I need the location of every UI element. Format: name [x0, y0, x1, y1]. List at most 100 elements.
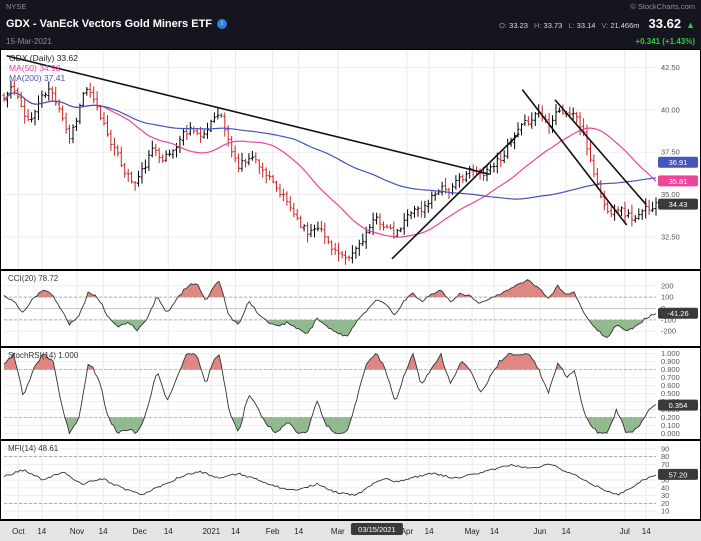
axis-value-box	[658, 175, 698, 187]
x-axis-label: Dec	[132, 527, 146, 536]
y-tick-label: 42.50	[661, 63, 680, 72]
quote-block: O: 33.23 H: 33.73 L: 33.14 V: 21.466m 33.62…	[493, 16, 695, 31]
x-axis-label: 14	[164, 527, 173, 536]
y-tick-label: 100	[661, 293, 674, 302]
axis-value-box	[658, 468, 698, 480]
ma200-line	[3, 92, 657, 200]
stochrsi-overbought-fill	[33, 354, 55, 370]
legend-item: MA(200) 37.41	[9, 73, 65, 83]
stochrsi-overbought-fill	[180, 353, 202, 370]
cci-oversold-fill	[588, 319, 644, 338]
stochrsi-oversold-fill	[586, 417, 614, 434]
y-tick-label: 35.00	[661, 190, 680, 199]
x-axis-label: 2021	[202, 527, 220, 536]
trendline[interactable]	[6, 54, 490, 176]
info-icon[interactable]: i	[217, 18, 228, 29]
x-axis-label: 14	[231, 527, 240, 536]
x-axis-label: 14	[562, 527, 571, 536]
stochrsi-label: StochRSI(14) 1.000	[8, 351, 79, 360]
x-axis-label: Jul	[620, 527, 630, 536]
y-tick-label: 0.600	[661, 381, 680, 390]
stochrsi-line	[3, 352, 657, 435]
trendline[interactable]	[391, 133, 520, 260]
x-axis-label: Apr	[401, 527, 414, 536]
ohlcv-value-open: 33.23	[507, 21, 528, 30]
crosshair-date-label: 03/15/2021	[358, 525, 396, 534]
y-tick-label: 0.000	[661, 429, 680, 438]
y-tick-label: 70	[661, 460, 669, 469]
x-axis-label: May	[465, 527, 480, 536]
ohlcv-value-low: 33.14	[574, 21, 596, 30]
chart-date: 15-Mar-2021	[6, 37, 52, 46]
y-tick-label: 37.50	[661, 148, 680, 157]
crosshair-date-box	[350, 523, 403, 535]
x-axis-label: 14	[490, 527, 499, 536]
x-axis-label: 14	[425, 527, 434, 536]
panel-divider	[0, 346, 701, 348]
last-price: 33.62	[648, 16, 682, 31]
up-arrow-icon: ▲	[686, 20, 695, 30]
x-axis-label: Jun	[533, 527, 546, 536]
stochrsi-oversold-fill	[323, 417, 352, 434]
x-axis-label: 14	[294, 527, 303, 536]
stochrsi-oversold-fill	[64, 417, 79, 434]
y-tick-label: 50	[661, 476, 669, 485]
cci-overbought-fill	[178, 283, 204, 298]
x-axis-label: 14	[99, 527, 108, 536]
axis-value-text: 57.20	[669, 470, 688, 479]
symbol-title: GDX - VanEck Vectors Gold Miners ETF	[6, 17, 213, 30]
ohlcv-label-volume: V:	[601, 21, 609, 30]
axis-value-text: 36.91	[669, 158, 688, 167]
top-bar: NYSE © StockCharts.com	[0, 0, 701, 12]
cci-line	[3, 279, 657, 339]
legend-item: MA(50) 34.92	[9, 63, 61, 73]
mfi-line	[3, 463, 657, 497]
x-axis-label: 14	[37, 527, 46, 536]
y-tick-label: 80	[661, 452, 669, 461]
y-tick-label: 30	[661, 491, 669, 500]
x-axis-label: 14	[642, 527, 651, 536]
y-tick-label: 1.000	[661, 349, 680, 358]
y-tick-label: 20	[661, 499, 669, 508]
exchange-label: NYSE	[6, 2, 27, 11]
y-tick-label: -100	[661, 315, 676, 324]
axis-value-text: 34.43	[669, 200, 688, 209]
y-tick-label: 0.200	[661, 413, 680, 422]
ohlcv-values: O: 33.23 H: 33.73 L: 33.14 V: 21.466m	[493, 21, 639, 30]
x-axis-label: Feb	[266, 527, 280, 536]
sub-bar: 15-Mar-2021 +0.341 (+1.43%)	[0, 35, 701, 48]
chart-header: NYSE © StockCharts.com GDX - VanEck Vect…	[0, 0, 701, 49]
ohlcv-label-open: O:	[499, 21, 508, 30]
mfi-label: MFI(14) 48.61	[8, 444, 59, 453]
axis-value-text: 35.81	[669, 177, 688, 186]
stochrsi-oversold-fill	[620, 417, 645, 433]
cci-overbought-fill	[426, 290, 447, 298]
ohlc-bars-down	[2, 80, 651, 265]
price-change: +0.341 (+1.43%)	[635, 37, 695, 46]
x-axis-label: Oct	[12, 527, 25, 536]
cci-oversold-fill	[266, 319, 316, 334]
y-tick-label: 40	[661, 483, 669, 492]
y-tick-label: 40.00	[661, 105, 680, 114]
y-tick-label: 0.900	[661, 357, 680, 366]
cci-overbought-fill	[407, 292, 417, 298]
trendline[interactable]	[554, 99, 647, 206]
cci-oversold-fill	[318, 319, 358, 336]
legend-item: GDX (Daily) 33.62	[9, 53, 78, 63]
ohlcv-label-low: L:	[568, 21, 575, 30]
title-bar: GDX - VanEck Vectors Gold Miners ETF i O…	[0, 12, 701, 35]
panel-divider	[0, 269, 701, 271]
copyright-label: © StockCharts.com	[630, 2, 695, 11]
stochrsi-oversold-fill	[262, 417, 312, 434]
y-tick-label: 0.800	[661, 365, 680, 374]
trendline[interactable]	[521, 89, 628, 226]
cci-overbought-fill	[34, 290, 54, 298]
stochrsi-overbought-fill	[210, 354, 223, 370]
ohlcv-label-high: H:	[533, 21, 542, 30]
y-tick-label: 0.700	[661, 373, 680, 382]
stochrsi-oversold-fill	[108, 417, 145, 434]
stochrsi-overbought-fill	[87, 364, 94, 370]
stochrsi-overbought-fill	[406, 353, 418, 370]
